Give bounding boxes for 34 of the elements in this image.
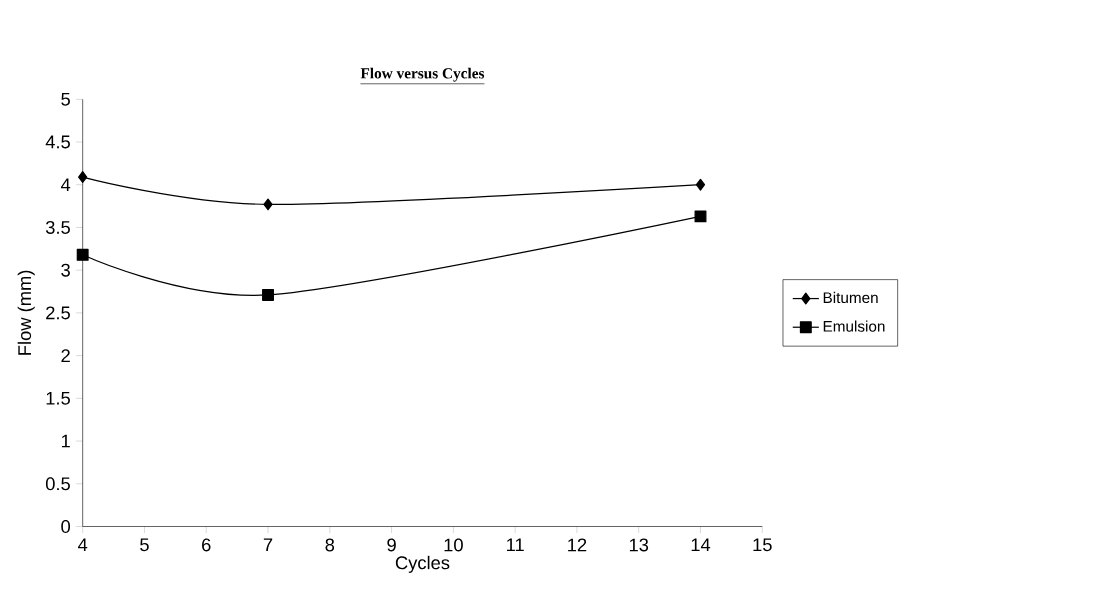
x-tick-label: 7 [263, 538, 273, 551]
x-tick-label: 15 [753, 538, 772, 552]
x-tick-label: 11 [507, 538, 524, 551]
y-tick-label: 3.5 [45, 220, 70, 234]
point [695, 178, 706, 191]
x-tick-label: 6 [202, 538, 211, 552]
legend-label: Emulsion [823, 320, 885, 332]
x-tick-label: 14 [691, 538, 711, 551]
y-tick-label: 4 [60, 178, 71, 191]
x-tick-label: 13 [629, 538, 649, 552]
x-tick-label: 5 [140, 538, 149, 552]
y-tick-label: 1 [61, 434, 70, 448]
y-tick-label: 0.5 [45, 477, 70, 491]
x-axis-title: Cycles [395, 555, 450, 573]
point [263, 198, 273, 211]
point [78, 171, 88, 183]
y-axis-title: Flow (mm) [17, 270, 35, 355]
y-tick-label: 5 [61, 92, 70, 106]
y-tick-label: 2 [61, 349, 70, 362]
x-tick-label: 8 [325, 538, 335, 552]
x-tick-label: 4 [78, 538, 88, 551]
y-tick-label: 1.5 [46, 391, 70, 405]
y-tick-label: 0 [61, 519, 71, 533]
y-tick-label: 2.5 [46, 306, 70, 320]
point [262, 288, 274, 301]
x-tick-label: 10 [444, 538, 463, 552]
y-tick-label: 4.5 [45, 135, 70, 149]
y-tick-label: 3 [61, 263, 70, 277]
x-tick-label: 9 [387, 538, 396, 552]
point [694, 210, 707, 223]
point [76, 248, 89, 261]
chart-title: Flow versus Cycles [360, 67, 485, 82]
x-tick-label: 12 [568, 538, 587, 552]
legend-label: Bitumen [823, 291, 878, 304]
